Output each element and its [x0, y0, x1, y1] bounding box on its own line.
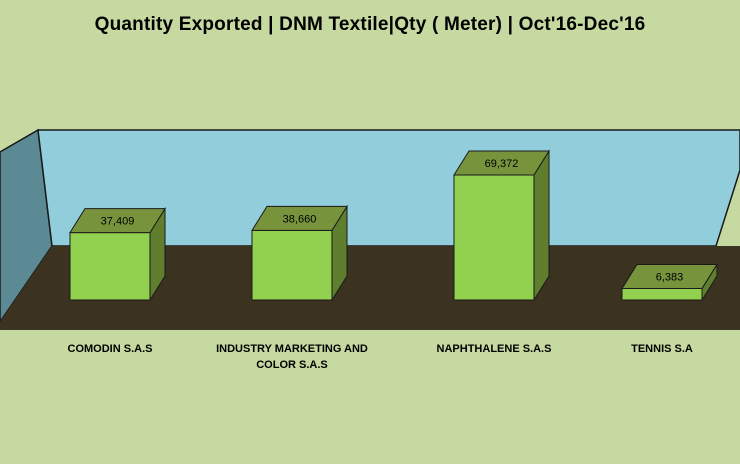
back-wall [37, 129, 740, 247]
category-label: INDUSTRY MARKETING AND [216, 343, 368, 355]
bar-top [251, 205, 348, 231]
bar-top [453, 150, 550, 176]
category-labels: COMODIN S.A.S INDUSTRY MARKETING AND COLOR… [68, 343, 693, 371]
data-label: 37,409 [101, 216, 135, 228]
bar-4: 6,383 [621, 262, 718, 302]
chart-title: Quantity Exported | DNM Textile|Qty ( Me… [94, 14, 646, 35]
bar-front [251, 229, 333, 301]
bar-2: 38,660 [251, 204, 348, 302]
bars-layer: 37,409 38,660 69,372 6,383 [69, 149, 718, 302]
category-label: NAPHTHALENE S.A.S [437, 343, 552, 355]
bar-top [621, 263, 718, 289]
chart-floor [0, 246, 740, 330]
bar-1: 37,409 [69, 206, 166, 302]
bar-3: 69,372 [453, 149, 550, 302]
category-label: COMODIN S.A.S [68, 343, 153, 355]
data-label: 38,660 [283, 213, 317, 225]
category-label: COLOR S.A.S [256, 359, 328, 371]
bar-front [69, 232, 151, 301]
data-label: 6,383 [656, 271, 684, 283]
data-label: 69,372 [485, 158, 519, 170]
bar-front [453, 174, 535, 301]
bar-front [621, 287, 703, 301]
bar-top [69, 208, 166, 234]
category-label: TENNIS S.A [631, 343, 693, 355]
bar-side [533, 149, 550, 302]
